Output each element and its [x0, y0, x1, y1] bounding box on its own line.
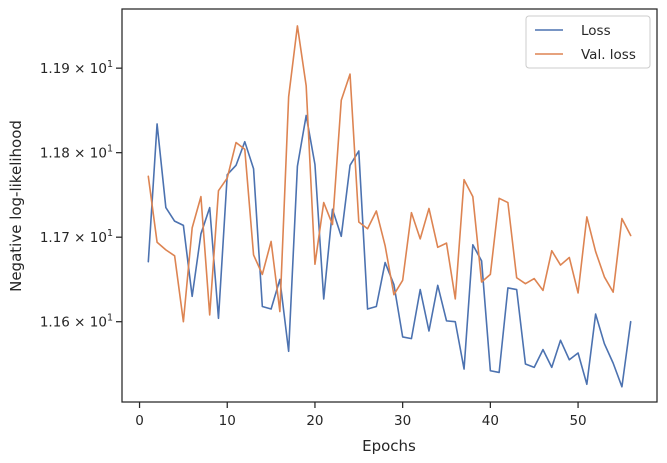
series-line-val-loss — [147, 25, 632, 323]
x-tick-label: 50 — [569, 413, 586, 429]
y-axis: 1.16 × 101 1.17 × 101 1.18 × 101 1.19 × 101 — [40, 59, 122, 331]
x-tick-label: 10 — [219, 413, 236, 429]
legend: Loss Val. loss — [525, 15, 651, 69]
y-tick-label: 1.18 × 101 — [40, 144, 113, 162]
y-axis-label: Negative log-likelihood — [7, 120, 25, 292]
y-tick-label: 1.17 × 101 — [40, 228, 113, 246]
series-layer — [147, 25, 632, 388]
series-line-loss — [147, 114, 632, 388]
legend-label-loss: Loss — [581, 23, 611, 39]
legend-label-val-loss: Val. loss — [581, 47, 636, 63]
plot-frame — [121, 8, 658, 403]
legend-box — [525, 15, 651, 69]
x-axis: 0 10 20 30 40 50 — [135, 402, 587, 429]
x-tick-label: 20 — [306, 413, 323, 429]
x-axis-label: Epochs — [362, 437, 416, 455]
x-tick-label: 0 — [135, 413, 144, 429]
x-tick-label: 40 — [482, 413, 499, 429]
y-tick-label: 1.16 × 101 — [40, 313, 113, 331]
y-tick-label: 1.19 × 101 — [40, 59, 113, 77]
x-tick-label: 30 — [394, 413, 411, 429]
